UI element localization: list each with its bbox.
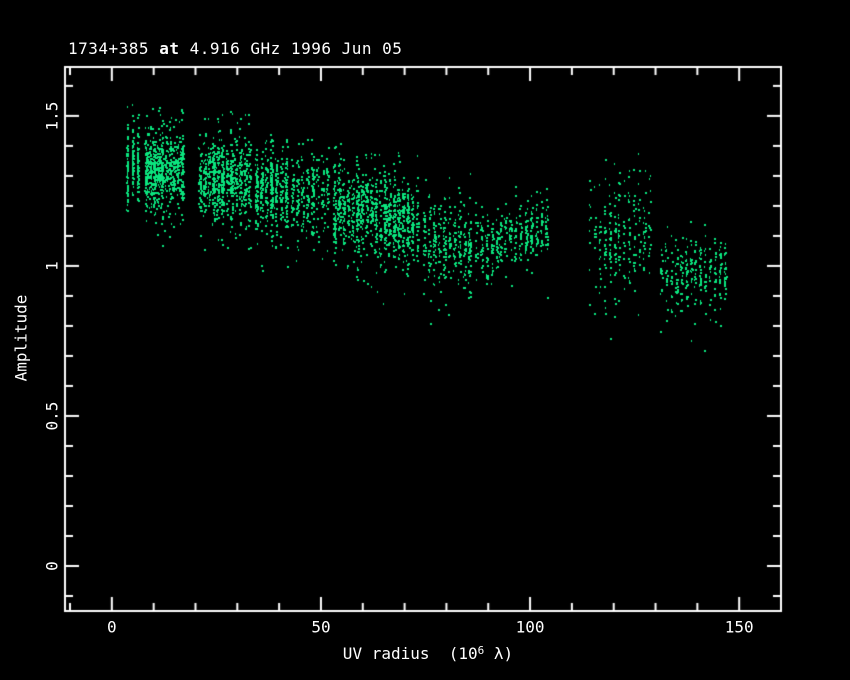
x-axis-label-lambda: λ) [484,644,514,664]
y-tick-label-1: 1 [42,261,62,271]
plot-title: 1734+385 at 4.916 GHz 1996 Jun 05 [68,39,402,58]
y-tick-label-1p5: 1.5 [42,101,62,131]
x-tick-label-100: 100 [515,617,545,637]
y-axis-label: Amplitude [11,294,31,382]
x-axis-label-exponent: 6 [477,643,485,657]
x-axis-label-text: UV radius (10 [342,644,478,664]
title-source-freq: 1734+385 [68,39,160,58]
x-axis-label: UV radius (106 λ) [343,643,513,663]
title-at-word: at [159,39,180,58]
y-tick-label-0: 0 [42,561,62,571]
x-tick-label-150: 150 [724,617,754,637]
x-tick-label-0: 0 [107,617,117,637]
x-tick-label-50: 50 [311,617,331,637]
y-tick-label-0p5: 0.5 [42,401,62,431]
title-date: 4.916 GHz 1996 Jun 05 [179,39,403,58]
